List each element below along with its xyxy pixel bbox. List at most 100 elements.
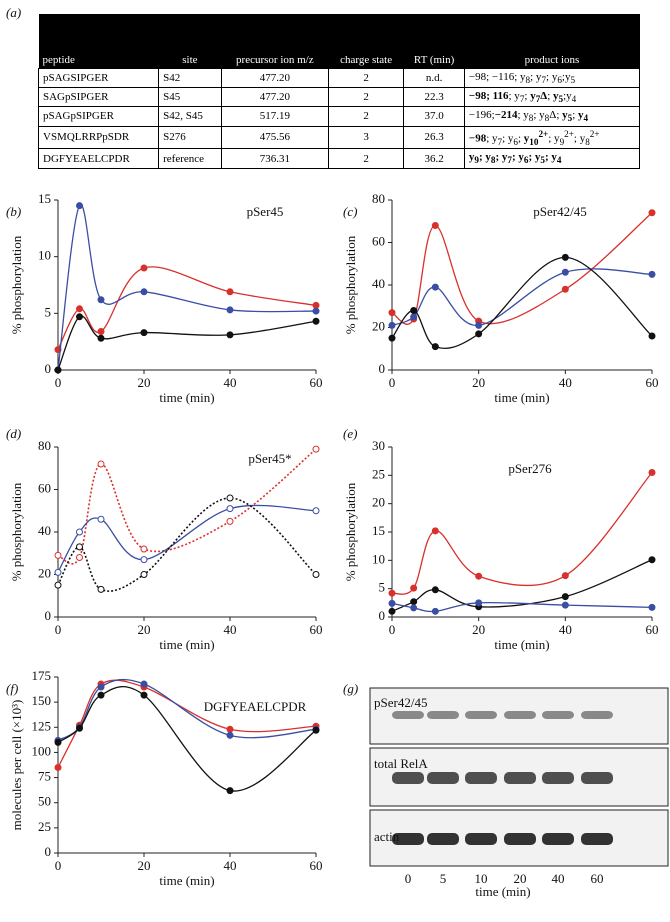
ion-text: y bbox=[530, 90, 536, 103]
data-point bbox=[561, 268, 569, 276]
panel-label: (f) bbox=[6, 681, 18, 696]
x-tick-label: 60 bbox=[646, 375, 659, 390]
ion-text: Δ; bbox=[549, 109, 563, 122]
data-point bbox=[648, 209, 656, 217]
ion-text: 9 bbox=[474, 155, 479, 166]
y-tick-label: 5 bbox=[45, 304, 52, 319]
table-cell: 736.31 bbox=[220, 148, 329, 169]
table-cell: pSAGSIPGER bbox=[37, 67, 160, 89]
y-tick-label: 0 bbox=[45, 361, 52, 376]
ion-text: 7 bbox=[519, 94, 525, 105]
ion-text: 4 bbox=[583, 113, 589, 124]
y-tick-label: 40 bbox=[38, 523, 51, 538]
ion-text: 5 bbox=[540, 155, 545, 166]
table-cell: y9; y8; y7; y6; y5; y4 bbox=[463, 148, 641, 169]
data-point bbox=[431, 283, 439, 291]
blot-band bbox=[581, 833, 613, 845]
data-point bbox=[431, 607, 439, 615]
lane-label: 5 bbox=[440, 871, 447, 886]
data-point bbox=[140, 680, 148, 688]
table-cell: −196;−214; y8; y8Δ; y5; y4 bbox=[463, 106, 641, 127]
panel-label: (e) bbox=[343, 426, 357, 441]
ion-text: 6 bbox=[523, 155, 529, 166]
ion-text: ; y bbox=[573, 132, 586, 145]
table-cell: −98; −116; y8; y7; y6;y5 bbox=[463, 67, 641, 89]
data-point bbox=[431, 586, 439, 594]
panel-label: (b) bbox=[6, 204, 21, 219]
ion-text: 7 bbox=[497, 136, 503, 147]
chart-title: DGFYEAELCPDR bbox=[204, 699, 307, 714]
data-point bbox=[431, 343, 439, 351]
ion-text: 6 bbox=[513, 136, 518, 147]
ion-text: −98; 116 bbox=[468, 90, 509, 103]
table-cell: 2 bbox=[327, 87, 405, 108]
data-point bbox=[140, 288, 148, 296]
data-point bbox=[388, 589, 396, 597]
data-point bbox=[226, 505, 234, 513]
x-tick-label: 60 bbox=[310, 858, 323, 873]
table-cell: n.d. bbox=[403, 67, 465, 89]
ion-text: ; y bbox=[530, 71, 542, 83]
data-point bbox=[561, 572, 569, 580]
y-tick-label: 20 bbox=[372, 495, 385, 510]
x-axis-label: time (min) bbox=[159, 390, 214, 405]
data-point bbox=[76, 313, 83, 321]
table-cell: S42 bbox=[158, 67, 222, 89]
ion-text: 5 bbox=[570, 75, 576, 86]
ion-text: −214 bbox=[494, 109, 518, 122]
header-cell: RT (min) bbox=[403, 14, 465, 69]
table-cell: 477.20 bbox=[220, 87, 329, 108]
blot-band bbox=[392, 772, 424, 784]
table-row: pSAGpSIPGER S42, S45 517.19 2 37.0 −196;−214;… bbox=[37, 106, 641, 127]
x-tick-label: 0 bbox=[389, 622, 396, 637]
data-point bbox=[76, 305, 83, 313]
data-point bbox=[226, 787, 234, 795]
table-cell: 477.20 bbox=[220, 67, 329, 89]
ion-text: y bbox=[468, 151, 475, 164]
data-point bbox=[54, 764, 62, 772]
ion-text: 7 bbox=[541, 75, 547, 86]
data-point bbox=[648, 469, 656, 476]
data-point bbox=[388, 321, 396, 329]
table-cell: DGFYEAELCPDR bbox=[37, 148, 160, 169]
blot-band bbox=[465, 833, 497, 845]
blot-band bbox=[581, 711, 613, 719]
header-cell: site bbox=[158, 14, 222, 69]
data-point bbox=[54, 738, 62, 746]
x-tick-label: 40 bbox=[224, 858, 237, 873]
table-cell: S276 bbox=[158, 125, 222, 150]
data-point bbox=[561, 285, 569, 293]
y-tick-label: 0 bbox=[379, 608, 386, 623]
blot-band bbox=[465, 772, 497, 784]
blot-band bbox=[465, 711, 497, 719]
x-tick-label: 0 bbox=[55, 375, 62, 390]
data-point bbox=[226, 725, 234, 733]
ion-text: ; bbox=[547, 90, 553, 103]
data-point bbox=[76, 554, 83, 561]
ion-text: y bbox=[523, 132, 530, 145]
data-point bbox=[561, 253, 569, 261]
table-row: pSAGSIPGER S42 477.20 2 n.d. −98; −116; y8; y… bbox=[37, 67, 641, 89]
y-tick-label: 20 bbox=[38, 565, 51, 580]
peptide-table: peptide site precursor ion m/z charge state… bbox=[37, 14, 641, 169]
y-tick-label: 15 bbox=[372, 523, 385, 538]
x-tick-label: 20 bbox=[138, 858, 151, 873]
table-cell: 2 bbox=[327, 67, 405, 89]
blot-row-label: pSer42/45 bbox=[374, 695, 427, 710]
data-point bbox=[312, 445, 320, 453]
y-tick-label: 0 bbox=[45, 608, 52, 623]
table-cell: 2 bbox=[327, 106, 405, 127]
blot-band bbox=[504, 833, 536, 845]
y-axis-label: % phosphorylation bbox=[9, 482, 24, 581]
panel-label: (g) bbox=[343, 681, 358, 696]
y-axis-label: % phosphorylation bbox=[9, 235, 24, 334]
data-point bbox=[648, 270, 656, 278]
series-line bbox=[391, 256, 653, 350]
header-cell: precursor ion m/z bbox=[221, 14, 329, 69]
ion-text: ; y bbox=[528, 151, 541, 164]
ion-text: Δ bbox=[540, 90, 548, 103]
y-tick-label: 40 bbox=[372, 276, 385, 291]
table-row: SAGpSIPGER S45 477.20 2 22.3 −98; 116; y7; y7… bbox=[37, 87, 641, 108]
